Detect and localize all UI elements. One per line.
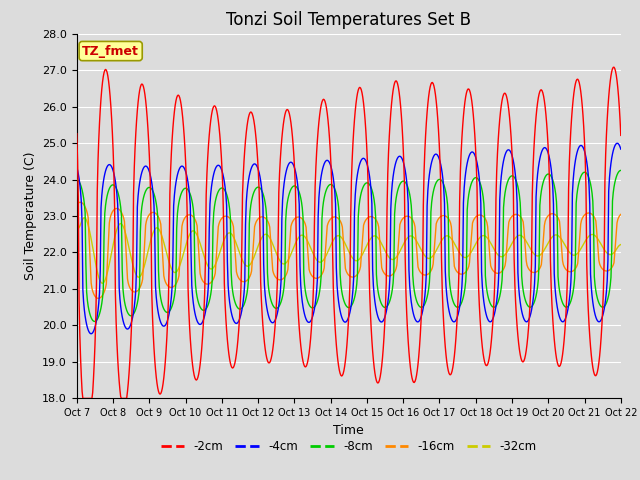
Title: Tonzi Soil Temperatures Set B: Tonzi Soil Temperatures Set B [227, 11, 471, 29]
Y-axis label: Soil Temperature (C): Soil Temperature (C) [24, 152, 36, 280]
X-axis label: Time: Time [333, 424, 364, 437]
Legend: -2cm, -4cm, -8cm, -16cm, -32cm: -2cm, -4cm, -8cm, -16cm, -32cm [156, 436, 541, 458]
Text: TZ_fmet: TZ_fmet [82, 45, 139, 58]
